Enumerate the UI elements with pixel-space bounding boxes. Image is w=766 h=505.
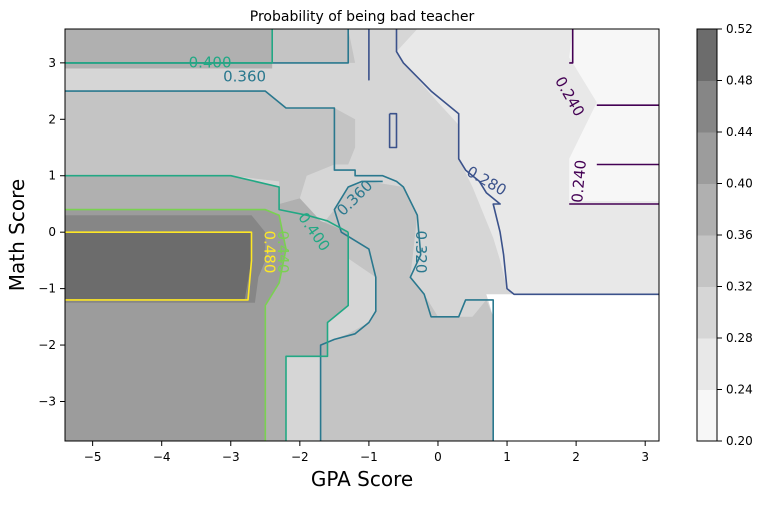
colorbar-tick-label: 0.44 [726,125,753,139]
x-tick-label: −4 [153,450,171,464]
contour-label: 0.400 [189,53,232,71]
contour-region [65,91,356,204]
colorbar-tick-label: 0.48 [726,74,753,88]
contour-line [319,180,383,441]
colorbar-band [697,132,717,184]
colorbar-tick-label: 0.52 [726,22,753,36]
colorbar: 0.20 0.24 0.28 0.32 0.36 0.40 0.44 0.48 0.52 [696,22,753,448]
contour-line [388,112,398,149]
colorbar-band [697,389,717,442]
x-tick-label: −1 [360,450,378,464]
y-tick-label: 2 [48,112,56,126]
contour-lines [65,29,659,441]
colorbar-tick-label: 0.36 [726,228,753,242]
x-tick-label: 1 [503,450,511,464]
contour-label: 0.440 [274,230,292,273]
colorbar-tick-label: 0.20 [726,434,753,448]
y-tick-label: 0 [48,225,56,239]
colorbar-band [697,286,717,339]
contour-label: 0.480 [260,230,278,273]
contour-region [569,29,659,202]
colorbar-tick-label: 0.28 [726,331,753,345]
contour-line [65,231,253,301]
contour-region [65,29,273,69]
x-tick-label: −2 [291,450,309,464]
colorbar-tick-label: 0.24 [726,383,753,397]
y-tick-label: −1 [38,282,56,296]
y-tick-label: 3 [48,56,56,70]
x-tick-label: 2 [572,450,580,464]
y-tick-label: 1 [48,169,56,183]
contour-line [65,29,274,64]
chart-title: Probability of being bad teacher [250,9,475,25]
colorbar-band [697,29,717,81]
contour-line [65,208,287,441]
contour-label: 0.240 [568,159,590,203]
colorbar-tick-label: 0.40 [726,177,753,191]
contour-line [65,90,495,441]
x-tick-label: 3 [641,450,649,464]
contour-region [65,232,252,300]
x-axis-label: GPA Score [311,467,413,491]
contour-line [569,29,574,64]
x-tick-label: 0 [434,450,442,464]
contour-line [285,232,350,441]
colorbar-band [697,80,717,133]
colorbar-band [697,183,717,236]
colorbar-tick-label: 0.32 [726,280,753,294]
y-axis: −3 −2 −1 0 1 2 3 [38,56,65,408]
x-tick-label: −3 [222,450,240,464]
plot-frame [64,28,660,442]
contour-label: 0.360 [223,67,266,85]
contour-region [65,181,494,441]
x-tick-label: −5 [84,450,102,464]
colorbar-band [697,338,717,390]
contour-label: 0.320 [412,230,430,273]
contour-line [65,174,349,233]
x-axis: −5 −4 −3 −2 −1 0 1 2 3 [84,441,649,464]
filled-regions [65,29,659,441]
y-tick-label: −3 [38,394,56,408]
colorbar-band [697,235,717,287]
contour-line [395,29,659,296]
y-axis-label: Math Score [5,179,29,291]
y-tick-label: −2 [38,338,56,352]
